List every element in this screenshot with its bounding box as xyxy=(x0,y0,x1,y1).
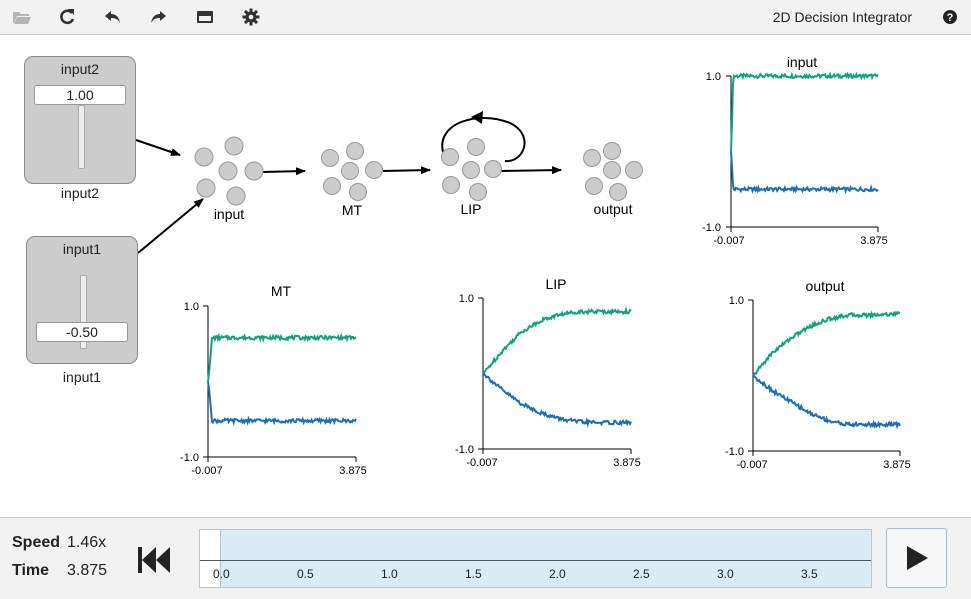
x-max-label: 3.875 xyxy=(883,459,911,471)
connection-input-to-mt xyxy=(261,167,306,176)
recurrent-arrowhead xyxy=(471,111,483,124)
y-min-label: -1.0 xyxy=(702,222,721,234)
x-min-label: -0.007 xyxy=(736,459,767,471)
plot-mt[interactable]: MT 1.0 -1.0 -0.007 3.875 xyxy=(180,283,367,477)
timeline-axis xyxy=(200,560,871,561)
y-max-label: 1.0 xyxy=(706,71,721,83)
minimap-icon[interactable] xyxy=(192,5,218,29)
timeline-tick: 1.0 xyxy=(381,567,398,581)
recurrent-connection-lip xyxy=(441,116,526,163)
series-line xyxy=(207,332,357,382)
network-diagram: input MT LIP output input 1.0 -1.0 -0.00… xyxy=(135,54,911,477)
series-line xyxy=(207,381,357,427)
x-max-label: 3.875 xyxy=(860,235,888,247)
slider-label: input1 xyxy=(62,369,102,385)
ensemble-output[interactable] xyxy=(583,142,643,201)
timeline-tick: 2.5 xyxy=(633,567,650,581)
play-button[interactable] xyxy=(886,528,947,588)
svg-text:?: ? xyxy=(947,12,954,24)
redo-icon[interactable] xyxy=(145,5,171,29)
node-label-input: input xyxy=(214,206,244,222)
plot-title: LIP xyxy=(545,276,566,292)
node-label-lip: LIP xyxy=(460,201,481,217)
timeline[interactable]: 0.0 0.5 1.0 1.5 2.0 2.5 3.0 3.5 xyxy=(199,529,872,588)
plot-title: output xyxy=(806,278,845,294)
timeline-tick: 3.0 xyxy=(717,567,734,581)
series-line xyxy=(482,306,632,375)
plot-title: input xyxy=(787,54,817,70)
folder-open-icon[interactable] xyxy=(9,5,35,29)
speed-label: Speed xyxy=(12,534,61,551)
plot-input[interactable]: input 1.0 -1.0 -0.007 3.875 xyxy=(702,54,888,247)
slider-value-field[interactable]: 1.00 xyxy=(34,85,126,105)
rewind-button[interactable] xyxy=(136,544,172,576)
x-max-label: 3.875 xyxy=(613,457,641,469)
y-max-label: 1.0 xyxy=(729,295,744,307)
timeline-tick: 1.5 xyxy=(465,567,482,581)
ensemble-mt[interactable] xyxy=(321,142,383,201)
connection-mt-to-lip xyxy=(382,166,431,175)
refresh-icon[interactable] xyxy=(54,5,80,29)
series-line xyxy=(752,310,901,377)
slider-input2[interactable]: input2 1.00 xyxy=(24,56,136,184)
connection-input2-to-input xyxy=(135,139,181,156)
help-icon[interactable]: ? xyxy=(937,5,963,29)
slider-label: input2 xyxy=(60,185,100,201)
y-min-label: -1.0 xyxy=(455,444,474,456)
slider-title: input2 xyxy=(60,61,100,77)
y-max-label: 1.0 xyxy=(184,301,199,313)
series-line xyxy=(752,374,901,430)
timeline-tick: 2.0 xyxy=(549,567,566,581)
series-line xyxy=(730,71,879,152)
speed-value: 1.46x xyxy=(67,534,107,551)
network-canvas[interactable]: input MT LIP output input 1.0 -1.0 -0.00… xyxy=(0,35,971,517)
plot-title: MT xyxy=(271,283,292,299)
x-min-label: -0.007 xyxy=(466,457,497,469)
timeline-tick: 0.5 xyxy=(297,567,314,581)
timeline-handle[interactable] xyxy=(200,530,221,587)
x-min-label: -0.007 xyxy=(191,465,222,477)
app-title: 2D Decision Integrator xyxy=(772,9,912,25)
play-icon xyxy=(906,546,928,570)
x-max-label: 3.875 xyxy=(339,465,367,477)
x-min-label: -0.007 xyxy=(713,235,744,247)
series-line xyxy=(730,151,879,195)
skip-back-icon xyxy=(138,547,170,573)
slider-track[interactable] xyxy=(78,105,85,169)
plot-lip[interactable]: LIP 1.0 -1.0 -0.007 3.875 xyxy=(455,276,641,469)
slider-input1[interactable]: input1 -0.50 xyxy=(26,236,138,364)
node-label-output: output xyxy=(594,201,633,217)
slider-value-field[interactable]: -0.50 xyxy=(36,322,128,342)
playback-bar: Speed 1.46x Time 3.875 0.0 0.5 1.0 1.5 2… xyxy=(0,517,971,599)
connection-lip-to-output xyxy=(500,166,562,175)
plot-output[interactable]: output 1.0 -1.0 -0.007 3.875 xyxy=(725,278,911,471)
timeline-tick: 3.5 xyxy=(801,567,818,581)
y-max-label: 1.0 xyxy=(459,293,474,305)
undo-icon[interactable] xyxy=(100,5,126,29)
connection-input1-to-input xyxy=(137,198,204,254)
time-value: 3.875 xyxy=(67,562,108,579)
slider-track[interactable] xyxy=(80,275,87,349)
toolbar: 2D Decision Integrator ? xyxy=(0,0,971,35)
slider-title: input1 xyxy=(62,241,102,257)
time-label: Time xyxy=(12,562,50,579)
y-min-label: -1.0 xyxy=(180,452,199,464)
ensemble-lip[interactable] xyxy=(441,138,502,201)
ensemble-input[interactable] xyxy=(194,136,264,206)
y-min-label: -1.0 xyxy=(725,446,744,458)
gear-icon[interactable] xyxy=(238,5,264,29)
timeline-tick: 0.0 xyxy=(213,567,230,581)
node-label-mt: MT xyxy=(342,202,363,218)
series-line xyxy=(482,372,632,428)
